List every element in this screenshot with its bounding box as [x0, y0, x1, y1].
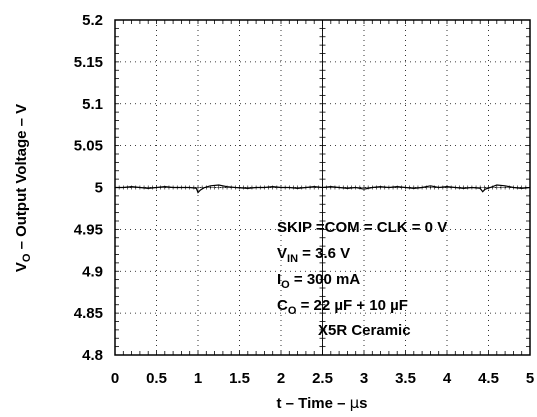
x-axis-label-pre: t – Time –: [277, 395, 350, 412]
x-axis-label-post: s: [359, 395, 367, 412]
annotation-line-4: X5R Ceramic: [318, 322, 411, 339]
y-tick-label: 5.2: [82, 12, 103, 29]
annotation-segment: C: [277, 297, 288, 314]
x-tick-label: 2.5: [312, 370, 333, 387]
y-axis-label: VO – Output Voltage – V: [13, 104, 33, 272]
y-axis-label-sub: O: [21, 253, 33, 262]
annotation-line-1: VIN = 3.6 V: [277, 245, 350, 265]
x-tick-label: 3.5: [395, 370, 416, 387]
y-tick-label: 4.95: [74, 221, 103, 238]
x-axis-label: t – Time – µs: [277, 394, 368, 412]
y-tick-labels: 4.8 4.85 4.9 4.95 5 5.05 5.1 5.15 5.2: [74, 12, 103, 364]
y-tick-label: 4.85: [74, 305, 103, 322]
x-tick-labels: 0 0.5 1 1.5 2 2.5 3 3.5 4 4.5 5: [111, 370, 534, 387]
annotation-segment: I: [277, 271, 281, 288]
y-tick-label: 5.15: [74, 54, 103, 71]
annotation-line-0: SKIP =COM = CLK = 0 V: [277, 219, 447, 236]
y-axis-label-v: V: [13, 262, 30, 272]
y-tick-label: 5.05: [74, 138, 103, 155]
y-axis-label-rest: – Output Voltage – V: [13, 104, 30, 254]
x-tick-label: 0: [111, 370, 119, 387]
annotation-segment: SKIP =COM = CLK = 0 V: [277, 219, 447, 236]
x-axis-label-mu: µ: [350, 394, 360, 412]
annotation-segment: X5R Ceramic: [318, 322, 411, 339]
x-tick-label: 4.5: [478, 370, 499, 387]
x-tick-label: 0.5: [146, 370, 167, 387]
center-crosshair: [114, 19, 531, 356]
annotation-segment: IN: [287, 253, 298, 265]
annotation-segment: = 300 mA: [290, 271, 361, 288]
annotation-segment: O: [288, 305, 297, 317]
annotation-segment: = 22 µF + 10 µF: [296, 297, 408, 314]
y-tick-label: 4.8: [82, 347, 103, 364]
annotation-line-3: CO = 22 µF + 10 µF: [277, 297, 408, 317]
annotation-line-2: IO = 300 mA: [277, 271, 360, 291]
x-tick-label: 4: [443, 370, 452, 387]
x-tick-label: 2: [277, 370, 285, 387]
y-tick-label: 5: [95, 180, 103, 197]
y-tick-label: 5.1: [82, 96, 103, 113]
x-tick-label: 1.5: [229, 370, 250, 387]
annotation-segment: = 3.6 V: [298, 245, 350, 262]
x-tick-label: 3: [360, 370, 368, 387]
annotation-segment: O: [281, 279, 290, 291]
y-tick-label: 4.9: [82, 263, 103, 280]
annotation-segment: V: [277, 245, 287, 262]
x-tick-label: 5: [526, 370, 534, 387]
x-tick-label: 1: [194, 370, 202, 387]
